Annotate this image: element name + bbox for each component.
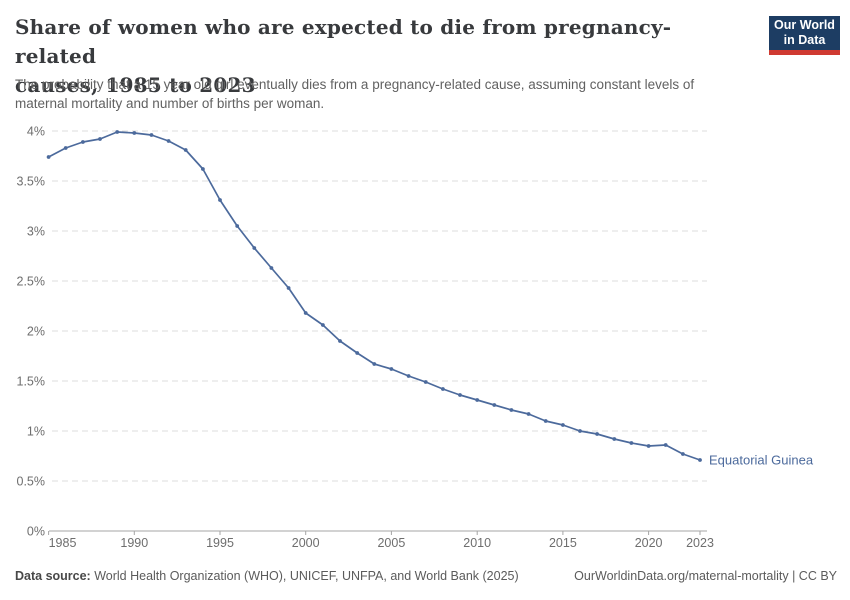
data-point-marker[interactable] [595,432,599,436]
x-tick-label: 2015 [549,536,577,550]
data-point-marker[interactable] [63,146,68,150]
chart-subtitle-line2: maternal mortality and number of births … [15,95,325,111]
data-point-marker[interactable] [252,246,257,250]
owid-logo-line2: in Data [783,33,826,47]
data-point-marker[interactable] [338,339,342,343]
data-point-marker[interactable] [629,441,634,445]
line-chart-canvas: 0% 0.5% 1% 1.5% 2% 2.5% 3% 3.5% 4% 1985 1990 1995 20… [17,125,814,551]
data-point-marker[interactable] [561,423,565,427]
x-tick-label: 2010 [463,536,491,550]
data-point-marker[interactable] [286,286,291,290]
chart-subtitle-line1: The probability that a 15 year old girl … [15,77,695,92]
data-point-marker[interactable] [492,403,497,407]
y-tick-label: 1.5% [17,375,46,389]
data-point-marker[interactable] [269,266,274,270]
y-tick-label: 4% [27,125,45,139]
data-point-marker[interactable] [132,131,137,135]
data-point-marker[interactable] [663,443,668,447]
x-tick-label: 2023 [686,536,714,550]
data-point-marker[interactable] [303,311,308,315]
data-point-marker[interactable] [406,374,411,378]
data-point-marker[interactable] [389,367,394,371]
data-point-marker[interactable] [458,393,462,397]
owid-logo[interactable]: Our World in Data [769,16,840,55]
data-point-marker[interactable] [321,323,325,327]
data-point-marker[interactable] [526,412,531,416]
series-end-label: Equatorial Guinea [709,453,814,468]
chart-footer: Data source: World Health Organization (… [15,568,837,584]
chart-title-line1: Share of women who are expected to die f… [15,15,672,68]
chart-title: Share of women who are expected to die f… [15,13,715,100]
y-tick-label: 0% [27,525,45,539]
data-point-marker[interactable] [543,419,548,423]
data-point-marker[interactable] [183,148,188,152]
y-tick-label: 0.5% [17,475,46,489]
data-point-marker[interactable] [423,380,428,384]
data-point-marker[interactable] [475,398,480,402]
data-point-marker[interactable] [46,155,51,159]
owid-logo-line1: Our World [774,18,835,32]
chart-title-line2: causes, 1985 to 2023 [15,73,256,97]
y-tick-label: 3.5% [17,175,46,189]
data-source-text: World Health Organization (WHO), UNICEF,… [90,569,519,583]
data-point-marker[interactable] [149,133,154,137]
data-point-marker[interactable] [115,130,120,134]
data-point-marker[interactable] [98,137,102,141]
data-point-marker[interactable] [201,167,205,171]
x-tick-label: 2020 [635,536,663,550]
x-tick-label: 1990 [120,536,148,550]
data-point-marker[interactable] [681,452,685,456]
data-point-marker[interactable] [372,362,377,366]
data-point-marker[interactable] [578,429,582,433]
x-tick-label: 2000 [292,536,320,550]
x-tick-label: 1985 [49,536,77,550]
credit-link[interactable]: OurWorldinData.org/maternal-mortality | … [574,569,837,583]
y-tick-label: 1% [27,425,45,439]
data-point-marker[interactable] [441,387,445,391]
owid-logo-red-bar [769,50,840,55]
data-point-marker[interactable] [81,140,85,144]
data-point-marker[interactable] [235,224,240,228]
data-point-marker[interactable] [509,408,514,412]
y-tick-label: 3% [27,225,45,239]
y-tick-label: 2% [27,325,45,339]
y-tick-label: 2.5% [17,275,46,289]
data-point-marker[interactable] [166,139,171,143]
data-point-marker[interactable] [646,444,651,448]
data-source-label: Data source: [15,569,91,583]
x-tick-label: 1995 [206,536,234,550]
data-point-marker[interactable] [698,458,702,462]
chart-subtitle: The probability that a 15 year old girl … [15,76,775,113]
data-point-marker[interactable] [612,437,617,441]
owid-logo-text: Our World in Data [769,16,840,50]
data-point-marker[interactable] [218,198,222,202]
data-point-marker[interactable] [355,351,360,355]
x-tick-label: 2005 [377,536,405,550]
data-source-note: Data source: World Health Organization (… [15,568,519,584]
